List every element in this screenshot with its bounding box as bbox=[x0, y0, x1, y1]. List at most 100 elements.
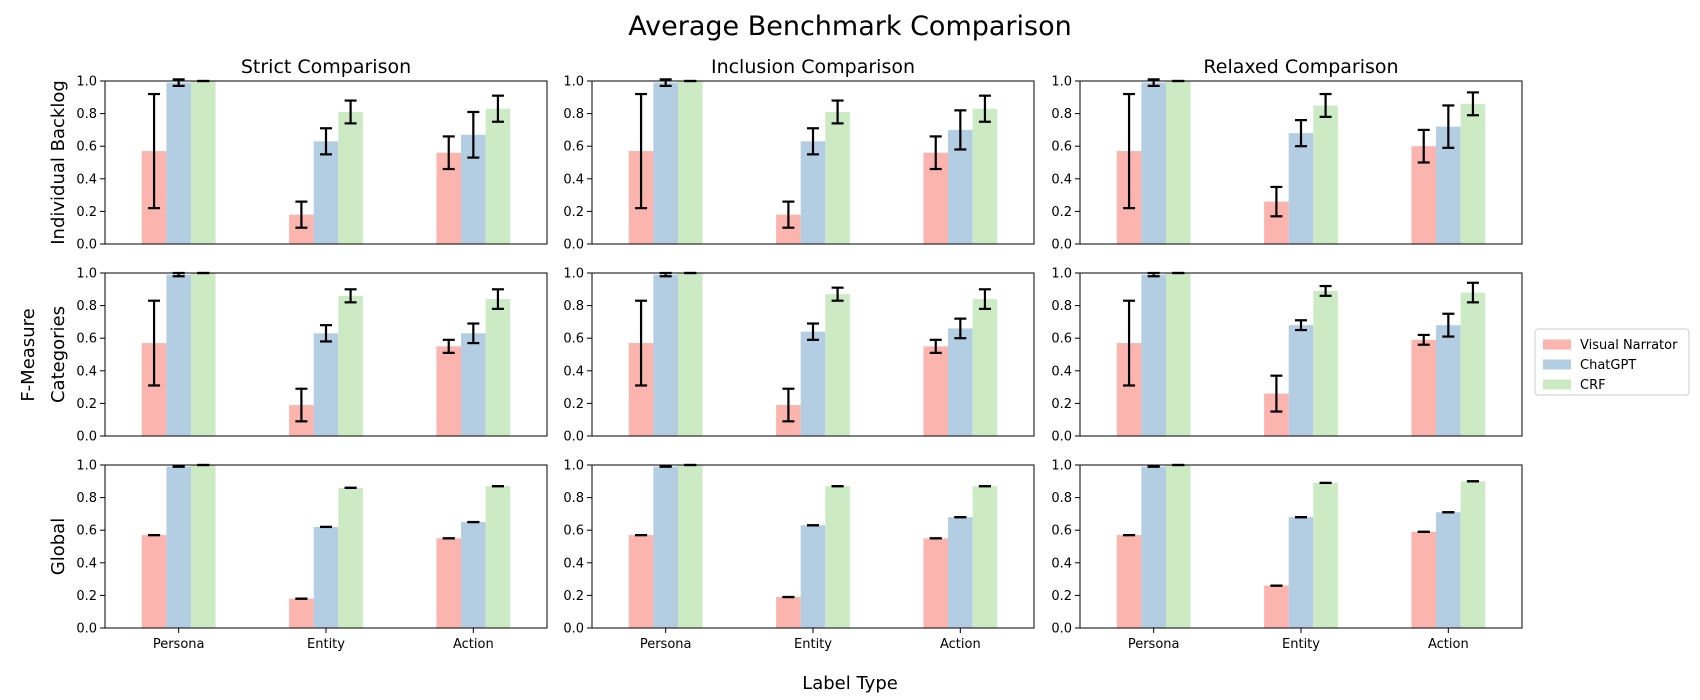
error-bar-visual-narrator-persona bbox=[635, 92, 648, 210]
error-bar-visual-narrator-entity bbox=[295, 200, 308, 229]
panel-frame bbox=[1079, 272, 1523, 437]
panel-grid: 0.0 0.2 0.4 0.6 0.8 1.0 Strict Comparison Indiv… bbox=[48, 56, 1523, 652]
y-tick-label: 0.6 bbox=[76, 524, 97, 539]
error-bar-crf-action bbox=[491, 288, 504, 310]
legend-frame bbox=[1534, 328, 1690, 396]
y-tick-label: 0.4 bbox=[76, 364, 97, 379]
bar-crf-persona bbox=[677, 465, 703, 628]
legend-swatch-visual-narrator bbox=[1543, 339, 1571, 350]
y-tick-label: 1.0 bbox=[563, 267, 584, 282]
legend-label-visual-narrator: Visual Narrator bbox=[1580, 338, 1678, 353]
error-bar-crf-entity bbox=[344, 288, 357, 304]
panel-global-relaxed-comparison: 0.0 0.2 0.4 0.6 0.8 1.0 Persona Entity Action bbox=[1051, 459, 1523, 652]
y-tick-label: 0.8 bbox=[563, 107, 584, 122]
y-tick-label: 0.4 bbox=[1051, 172, 1072, 187]
bar-crf-entity bbox=[1313, 105, 1338, 244]
bar-visual-narrator-entity bbox=[289, 598, 314, 628]
bar-crf-action bbox=[485, 486, 511, 628]
error-bar-crf-action bbox=[491, 94, 504, 123]
y-tick-label: 1.0 bbox=[76, 75, 97, 90]
bar-visual-narrator-action bbox=[923, 538, 949, 628]
bar-chatgpt-entity bbox=[313, 526, 339, 628]
bar-crf-action bbox=[972, 299, 998, 436]
y-tick-label: 0.2 bbox=[563, 205, 584, 220]
error-bar-crf-action bbox=[978, 288, 991, 310]
error-bar-visual-narrator-entity bbox=[782, 200, 795, 229]
panel-categories-inclusion-comparison: 0.0 0.2 0.4 0.6 0.8 1.0 bbox=[563, 267, 1035, 445]
x-tick-label: Entity bbox=[1282, 637, 1320, 652]
error-bar-visual-narrator-persona bbox=[148, 299, 161, 387]
error-bar-visual-narrator-entity bbox=[1270, 185, 1283, 218]
error-bar-visual-narrator-action bbox=[442, 135, 455, 171]
panel-individual-backlog-relaxed-comparison: 0.0 0.2 0.4 0.6 0.8 1.0 Relaxed Comparison bbox=[1051, 56, 1523, 253]
y-tick-label: 0.8 bbox=[76, 107, 97, 122]
legend-swatch-crf bbox=[1543, 379, 1571, 390]
y-tick-label: 0.6 bbox=[1051, 332, 1072, 347]
error-bar-chatgpt-entity bbox=[320, 127, 332, 156]
bar-crf-action bbox=[1460, 481, 1486, 628]
y-tick-label: 0.4 bbox=[563, 556, 584, 571]
y-tick-label: 0.4 bbox=[76, 556, 97, 571]
error-bar-chatgpt-entity bbox=[807, 322, 819, 341]
y-tick-label: 0.4 bbox=[1051, 364, 1072, 379]
y-tick-label: 1.0 bbox=[76, 267, 97, 282]
error-bar-chatgpt-action bbox=[467, 110, 480, 159]
bar-crf-persona bbox=[1165, 273, 1191, 436]
bar-chatgpt-entity bbox=[800, 525, 826, 628]
bar-chatgpt-action bbox=[1436, 512, 1461, 628]
error-bar-chatgpt-action bbox=[467, 322, 480, 345]
error-bar-chatgpt-entity bbox=[320, 324, 332, 343]
error-bar-visual-narrator-persona bbox=[1123, 92, 1136, 210]
panel-individual-backlog-strict-comparison: 0.0 0.2 0.4 0.6 0.8 1.0 Strict Comparison Indiv… bbox=[48, 56, 548, 253]
y-tick-label: 0.0 bbox=[563, 622, 584, 637]
y-tick-label: 1.0 bbox=[1051, 459, 1072, 474]
y-tick-label: 0.2 bbox=[76, 205, 97, 220]
error-bar-chatgpt-action bbox=[954, 317, 967, 340]
bar-crf-action bbox=[1460, 292, 1486, 436]
y-tick-label: 0.6 bbox=[1051, 140, 1072, 155]
error-bar-chatgpt-entity bbox=[1295, 119, 1307, 148]
bar-chatgpt-persona bbox=[166, 82, 191, 244]
bar-crf-persona bbox=[677, 81, 703, 244]
error-bar-crf-entity bbox=[831, 99, 844, 125]
y-tick-label: 0.6 bbox=[76, 140, 97, 155]
y-tick-label: 0.6 bbox=[76, 332, 97, 347]
x-tick-label: Action bbox=[453, 637, 494, 652]
bar-chatgpt-persona bbox=[1141, 82, 1166, 244]
error-bar-chatgpt-action bbox=[954, 109, 967, 151]
row-label: Global bbox=[48, 518, 69, 575]
x-tick-label: Persona bbox=[1128, 637, 1180, 652]
panel-frame bbox=[1079, 80, 1523, 245]
y-tick-label: 0.4 bbox=[76, 172, 97, 187]
y-tick-label: 0.0 bbox=[1051, 622, 1072, 637]
bar-crf-entity bbox=[825, 486, 850, 628]
bar-chatgpt-entity bbox=[313, 141, 339, 244]
bar-chatgpt-entity bbox=[1288, 133, 1314, 244]
y-tick-label: 0.0 bbox=[76, 622, 97, 637]
y-tick-label: 1.0 bbox=[1051, 267, 1072, 282]
column-title: Strict Comparison bbox=[241, 56, 411, 78]
bar-crf-action bbox=[1460, 103, 1486, 244]
y-tick-label: 1.0 bbox=[563, 75, 584, 90]
error-bar-visual-narrator-entity bbox=[1270, 374, 1283, 413]
y-tick-label: 0.0 bbox=[76, 430, 97, 445]
error-bar-chatgpt-action bbox=[1442, 312, 1455, 338]
y-tick-label: 0.4 bbox=[563, 172, 584, 187]
y-tick-label: 0.6 bbox=[1051, 524, 1072, 539]
y-tick-label: 0.0 bbox=[1051, 430, 1072, 445]
y-tick-label: 0.8 bbox=[76, 491, 97, 506]
x-tick-label: Action bbox=[1428, 637, 1469, 652]
legend-label-chatgpt: ChatGPT bbox=[1580, 358, 1636, 373]
error-bar-chatgpt-persona bbox=[659, 78, 672, 87]
bar-crf-action bbox=[972, 108, 998, 245]
bar-crf-action bbox=[972, 486, 998, 628]
y-tick-label: 0.2 bbox=[76, 589, 97, 604]
bar-chatgpt-persona bbox=[653, 274, 678, 436]
legend-label-crf: CRF bbox=[1580, 378, 1606, 393]
panel-individual-backlog-inclusion-comparison: 0.0 0.2 0.4 0.6 0.8 1.0 Inclusion Comparison bbox=[563, 56, 1035, 253]
panel-categories-strict-comparison: 0.0 0.2 0.4 0.6 0.8 1.0 Categories bbox=[48, 267, 548, 445]
error-bar-visual-narrator-persona bbox=[635, 299, 648, 387]
error-bar-crf-action bbox=[978, 94, 991, 123]
error-bar-crf-entity bbox=[344, 99, 357, 125]
bar-chatgpt-entity bbox=[1288, 517, 1314, 628]
